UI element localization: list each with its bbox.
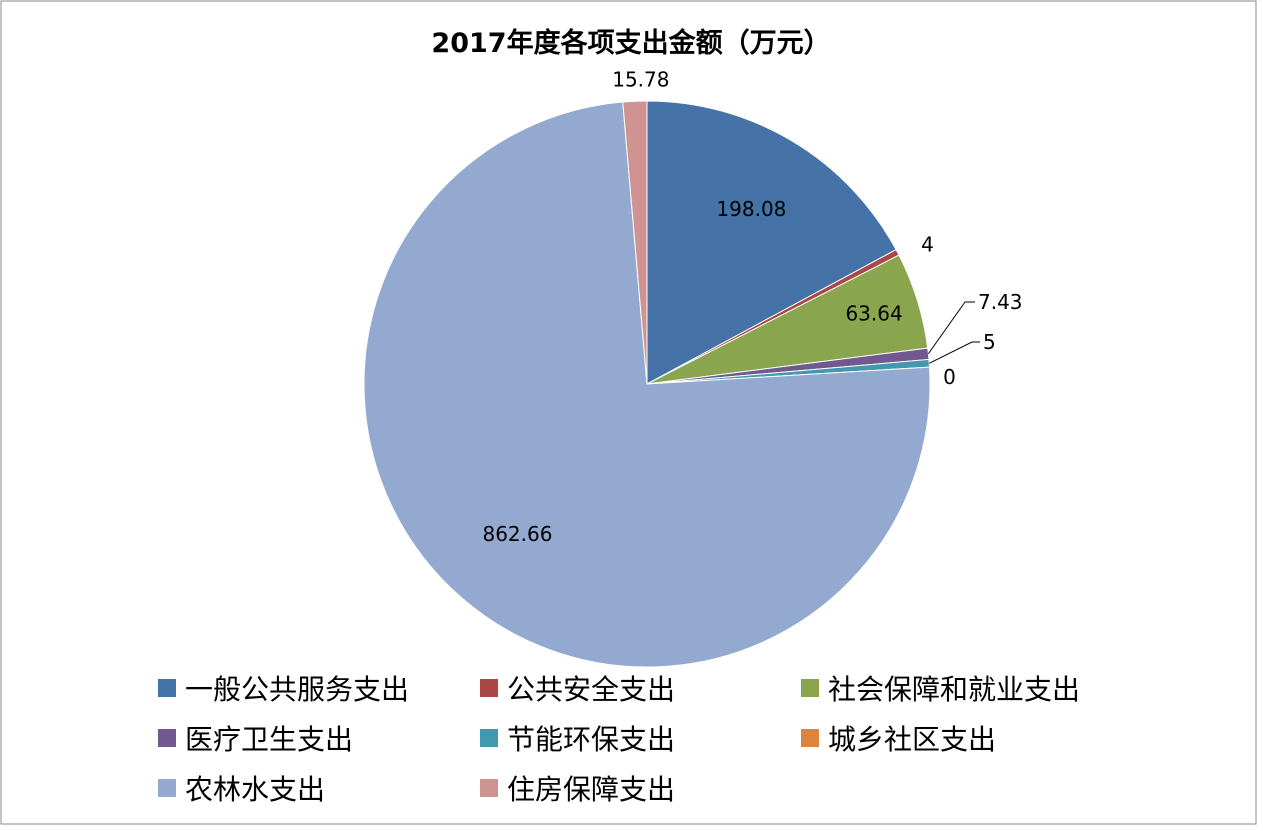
legend-swatch [480,729,498,747]
legend-label: 住房保障支出 [507,773,676,806]
data-label: 198.08 [716,197,786,221]
pie-slice [363,101,931,668]
legend-label: 城乡社区支出 [828,723,997,756]
leader-line [929,341,980,364]
legend-item: 住房保障支出 [480,768,675,808]
legend-item: 公共安全支出 [480,668,675,708]
legend-label: 医疗卫生支出 [185,723,354,756]
data-label: 0 [943,365,956,389]
legend-label: 农林水支出 [185,773,326,806]
legend-item: 节能环保支出 [480,718,675,758]
legend-item: 一般公共服务支出 [158,668,409,708]
legend-item: 城乡社区支出 [801,718,996,758]
legend-item: 农林水支出 [158,768,325,808]
legend-label: 社会保障和就业支出 [828,673,1081,706]
data-label: 862.66 [482,522,552,546]
legend-swatch [158,779,176,797]
data-label: 7.43 [978,290,1023,314]
legend-swatch [158,729,176,747]
chart-title: 2017年度各项支出金额（万元） [431,27,830,59]
legend-label: 节能环保支出 [507,723,676,756]
legend-swatch [480,679,498,697]
legend-swatch [480,779,498,797]
legend-swatch [158,679,176,697]
leader-line [927,301,975,355]
pie-slice [646,100,897,385]
pie-slice [622,100,648,385]
data-label: 15.78 [612,67,669,91]
data-label: 5 [983,330,996,354]
legend-label: 公共安全支出 [507,673,676,706]
data-label: 63.64 [845,302,902,326]
legend-swatch [801,729,819,747]
legend-label: 一般公共服务支出 [185,673,410,706]
data-label: 4 [921,232,934,256]
legend-item: 医疗卫生支出 [158,718,353,758]
legend-swatch [801,679,819,697]
legend-item: 社会保障和就业支出 [801,668,1080,708]
